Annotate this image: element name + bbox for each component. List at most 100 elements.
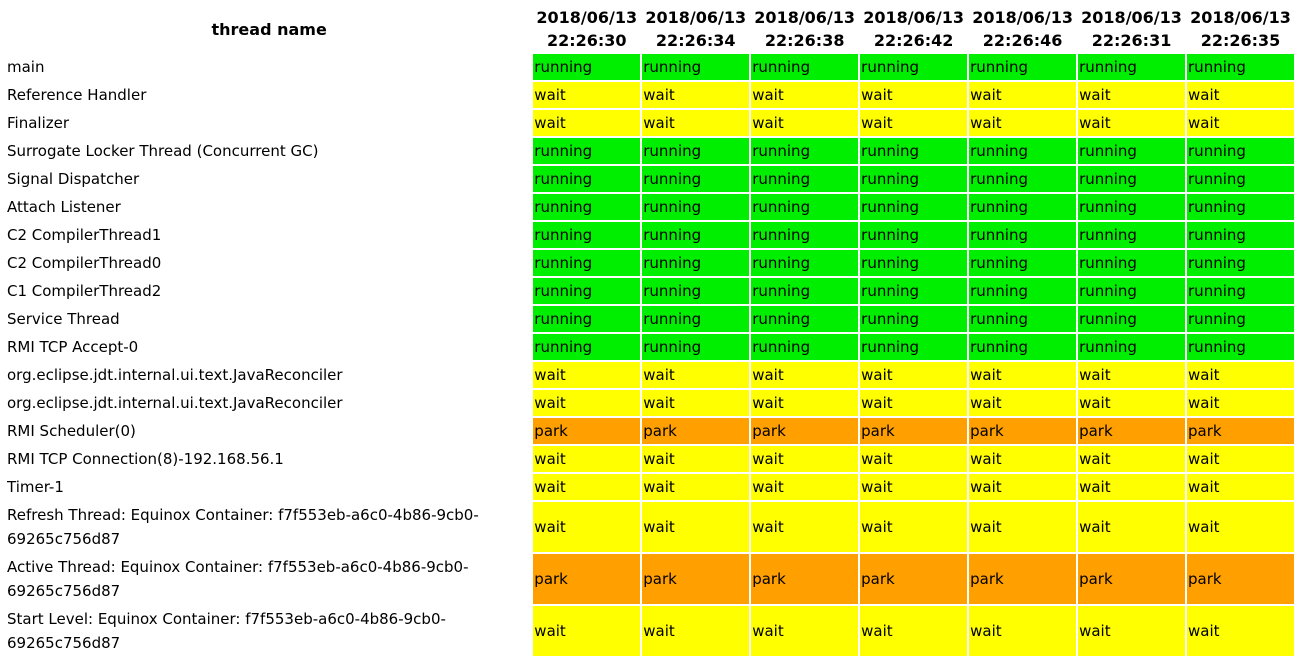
thread-name-cell: Refresh Thread: Equinox Container: f7f55… — [7, 506, 479, 548]
timestamp-time: 22:26:38 — [764, 31, 845, 50]
thread-state-cell: running — [969, 166, 1077, 192]
table-row: RMI Scheduler(0) park park park park park park… — [7, 418, 1294, 444]
timestamp-date: 2018/06/13 — [1190, 8, 1291, 27]
thread-name-cell: Finalizer — [7, 114, 70, 132]
thread-state-cell: running — [533, 54, 641, 80]
thread-state-cell: wait — [1078, 362, 1186, 388]
header-row: thread name 2018/06/13 22:26:30 2018/06/13… — [7, 6, 1294, 52]
timestamp-header: 2018/06/13 22:26:34 — [642, 6, 749, 52]
thread-state-cell: park — [751, 554, 859, 604]
thread-state-cell: wait — [533, 446, 641, 472]
thread-state-cell: park — [533, 418, 641, 444]
thread-state-cell: park — [1078, 554, 1186, 604]
timestamp-date: 2018/06/13 — [972, 8, 1073, 27]
thread-state-cell: running — [533, 334, 641, 360]
thread-name-cell: C2 CompilerThread0 — [7, 254, 162, 272]
thread-state-cell: wait — [751, 82, 859, 108]
thread-state-cell: running — [751, 194, 859, 220]
thread-state-cell: running — [969, 138, 1077, 164]
thread-state-cell: running — [860, 278, 968, 304]
thread-state-cell: running — [1078, 334, 1186, 360]
thread-state-cell: wait — [1187, 82, 1294, 108]
timestamp-date: 2018/06/13 — [536, 8, 638, 27]
thread-state-cell: wait — [751, 606, 859, 656]
thread-state-cell: running — [642, 166, 750, 192]
thread-name-cell: org.eclipse.jdt.internal.ui.text.JavaRec… — [7, 394, 343, 412]
thread-name-cell: RMI TCP Connection(8)-192.168.56.1 — [7, 450, 284, 468]
thread-state-cell: wait — [533, 390, 641, 416]
thread-state-cell: running — [1187, 138, 1294, 164]
table-row: Signal Dispatcher running running running ru… — [7, 166, 1294, 192]
thread-state-cell: wait — [642, 446, 750, 472]
thread-state-cell: running — [642, 138, 750, 164]
thread-state-cell: wait — [860, 474, 968, 500]
thread-state-cell: running — [860, 194, 968, 220]
thread-state-cell: wait — [969, 446, 1077, 472]
thread-state-cell: running — [1078, 166, 1186, 192]
thread-state-cell: running — [533, 250, 641, 276]
thread-name-cell: RMI TCP Accept-0 — [7, 338, 139, 356]
thread-state-cell: running — [751, 166, 859, 192]
table-row: Surrogate Locker Thread (Concurrent GC) r… — [7, 138, 1294, 164]
thread-state-cell: running — [533, 166, 641, 192]
thread-state-cell: wait — [860, 82, 968, 108]
timestamp-date: 2018/06/13 — [645, 8, 747, 27]
timestamp-header: 2018/06/13 22:26:31 — [1078, 6, 1185, 52]
thread-name-cell: main — [7, 58, 45, 76]
thread-state-cell: wait — [642, 390, 750, 416]
thread-state-cell: running — [751, 54, 859, 80]
thread-state-cell: wait — [533, 474, 641, 500]
thread-name-cell: Timer-1 — [7, 478, 64, 496]
thread-state-cell: park — [642, 418, 750, 444]
table-row: RMI TCP Connection(8)-192.168.56.1 wait wa… — [7, 446, 1294, 472]
thread-state-cell: running — [860, 54, 968, 80]
thread-state-cell: running — [969, 278, 1077, 304]
thread-state-cell: running — [533, 278, 641, 304]
thread-state-cell: park — [860, 554, 968, 604]
thread-name-cell: Start Level: Equinox Container: f7f553eb… — [7, 610, 446, 652]
thread-state-cell: running — [1187, 250, 1294, 276]
thread-state-cell: wait — [533, 606, 641, 656]
thread-state-cell: park — [1078, 418, 1186, 444]
thread-state-cell: running — [1187, 306, 1294, 332]
thread-state-cell: wait — [751, 362, 859, 388]
thread-state-cell: running — [642, 250, 750, 276]
thread-state-cell: wait — [860, 110, 968, 136]
thread-state-cell: running — [1187, 222, 1294, 248]
thread-name-cell: RMI Scheduler(0) — [7, 422, 136, 440]
table-row: Service Thread running running running runni… — [7, 306, 1294, 332]
thread-state-cell: running — [1187, 334, 1294, 360]
thread-state-cell: running — [860, 222, 968, 248]
thread-state-cell: wait — [860, 390, 968, 416]
thread-state-cell: wait — [533, 362, 641, 388]
thread-state-cell: running — [533, 138, 641, 164]
table-row: Reference Handler wait wait wait wait wait wai… — [7, 82, 1294, 108]
thread-state-cell: wait — [969, 502, 1077, 552]
thread-state-cell: wait — [1078, 474, 1186, 500]
timestamp-time: 22:26:35 — [1200, 31, 1281, 50]
thread-state-cell: wait — [751, 446, 859, 472]
table-row: RMI TCP Accept-0 running running running run… — [7, 334, 1294, 360]
thread-state-cell: running — [1078, 138, 1186, 164]
thread-state-cell: wait — [533, 110, 641, 136]
table-row: C1 CompilerThread2 running running running r… — [7, 278, 1294, 304]
thread-state-cell: running — [642, 334, 750, 360]
thread-name-cell: org.eclipse.jdt.internal.ui.text.JavaRec… — [7, 366, 343, 384]
thread-state-cell: wait — [969, 390, 1077, 416]
thread-state-cell: wait — [1187, 474, 1294, 500]
table-body: main running running running running running r… — [7, 54, 1294, 656]
thread-state-cell: running — [969, 334, 1077, 360]
thread-state-cell: running — [860, 334, 968, 360]
thread-state-cell: park — [860, 418, 968, 444]
thread-state-cell: wait — [1187, 606, 1294, 656]
table-row: Timer-1 wait wait wait wait wait wait wait — [7, 474, 1294, 500]
thread-state-cell: running — [1187, 194, 1294, 220]
thread-state-cell: park — [969, 418, 1077, 444]
thread-state-cell: wait — [1187, 110, 1294, 136]
timestamp-date: 2018/06/13 — [754, 8, 856, 27]
thread-state-cell: wait — [969, 362, 1077, 388]
thread-state-cell: park — [751, 418, 859, 444]
table-row: C2 CompilerThread1 running running running r… — [7, 222, 1294, 248]
thread-state-cell: running — [1078, 278, 1186, 304]
thread-state-cell: running — [533, 194, 641, 220]
